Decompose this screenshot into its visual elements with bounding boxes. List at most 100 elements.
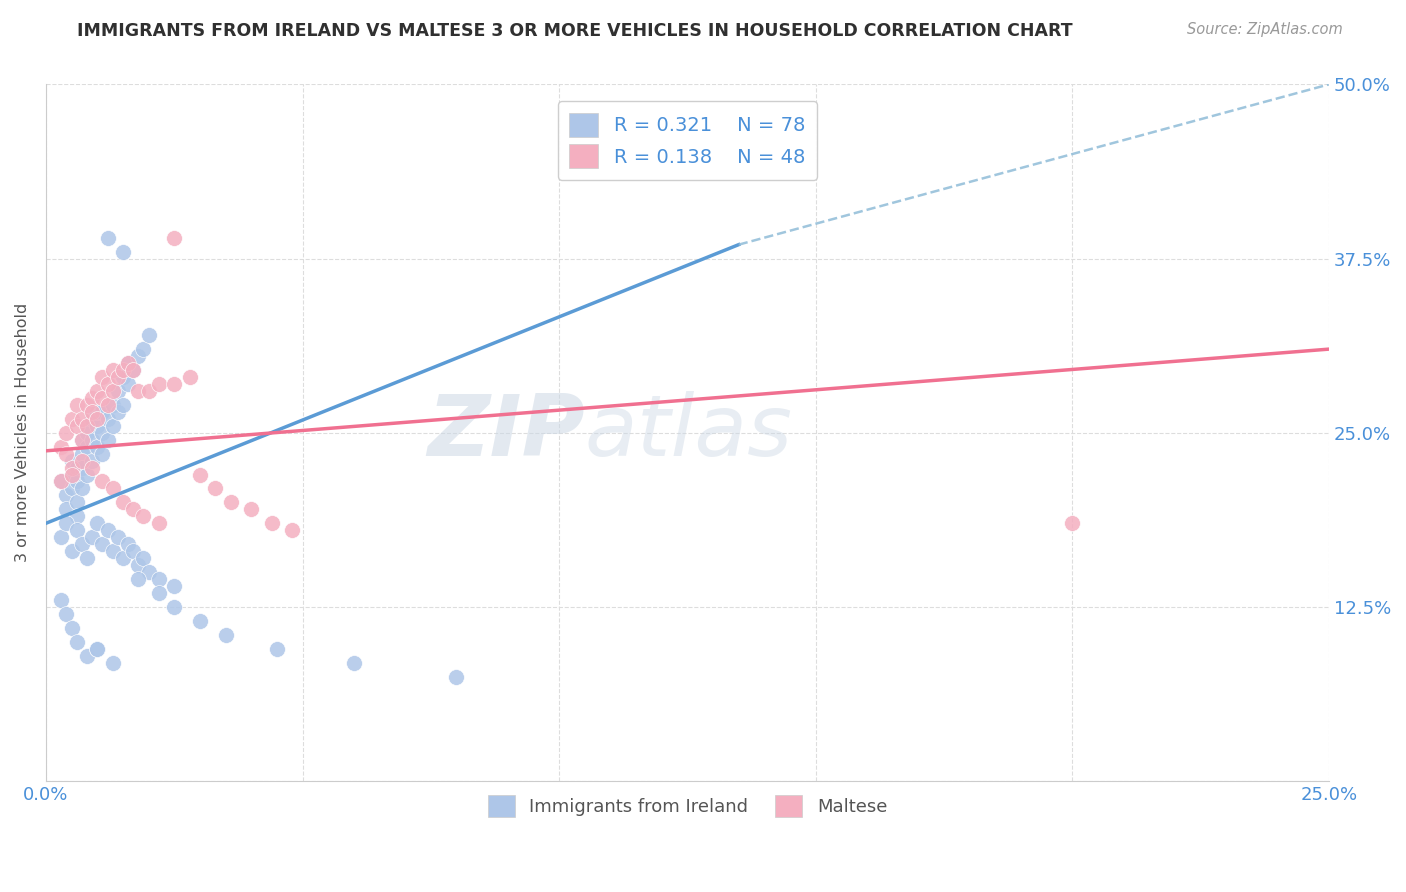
Point <box>117 356 139 370</box>
Point <box>111 495 134 509</box>
Point <box>66 418 89 433</box>
Point <box>91 475 114 489</box>
Point <box>86 418 108 433</box>
Point <box>148 516 170 531</box>
Point <box>60 411 83 425</box>
Point <box>70 460 93 475</box>
Point <box>101 363 124 377</box>
Point <box>66 495 89 509</box>
Point <box>76 648 98 663</box>
Point <box>60 544 83 558</box>
Point <box>122 502 145 516</box>
Point <box>70 433 93 447</box>
Legend: Immigrants from Ireland, Maltese: Immigrants from Ireland, Maltese <box>481 788 894 824</box>
Point <box>96 230 118 244</box>
Point <box>55 607 77 621</box>
Point <box>179 370 201 384</box>
Point <box>111 244 134 259</box>
Point <box>60 482 83 496</box>
Point <box>60 467 83 482</box>
Point <box>86 384 108 398</box>
Point <box>132 509 155 524</box>
Point <box>127 349 149 363</box>
Point <box>91 537 114 551</box>
Point <box>219 495 242 509</box>
Point <box>122 363 145 377</box>
Point <box>446 669 468 683</box>
Point <box>60 460 83 475</box>
Point <box>51 475 73 489</box>
Point <box>101 418 124 433</box>
Point <box>70 411 93 425</box>
Point <box>66 475 89 489</box>
Point <box>55 447 77 461</box>
Point <box>111 551 134 566</box>
Point <box>266 641 288 656</box>
Point <box>101 482 124 496</box>
Point <box>107 384 129 398</box>
Point <box>86 405 108 419</box>
Point <box>132 551 155 566</box>
Point <box>55 488 77 502</box>
Point <box>86 411 108 425</box>
Point <box>76 398 98 412</box>
Point <box>70 447 93 461</box>
Point <box>60 621 83 635</box>
Point <box>204 482 226 496</box>
Point <box>96 398 118 412</box>
Point <box>148 586 170 600</box>
Point <box>101 544 124 558</box>
Point <box>82 453 104 467</box>
Point <box>1062 516 1084 531</box>
Point <box>163 376 186 391</box>
Point <box>51 530 73 544</box>
Point <box>163 599 186 614</box>
Point <box>55 502 77 516</box>
Point <box>76 440 98 454</box>
Point <box>51 440 73 454</box>
Point <box>148 572 170 586</box>
Point <box>101 398 124 412</box>
Point <box>66 509 89 524</box>
Point <box>82 405 104 419</box>
Point <box>111 363 134 377</box>
Point <box>96 411 118 425</box>
Point <box>60 467 83 482</box>
Point <box>66 460 89 475</box>
Point <box>96 376 118 391</box>
Text: ZIP: ZIP <box>427 392 585 475</box>
Text: Source: ZipAtlas.com: Source: ZipAtlas.com <box>1187 22 1343 37</box>
Point <box>91 447 114 461</box>
Point <box>82 460 104 475</box>
Point <box>82 530 104 544</box>
Point <box>163 579 186 593</box>
Point <box>188 467 211 482</box>
Point <box>91 425 114 440</box>
Point <box>107 370 129 384</box>
Point <box>132 342 155 356</box>
Point <box>86 516 108 531</box>
Text: atlas: atlas <box>585 392 793 475</box>
Point <box>76 425 98 440</box>
Point <box>91 391 114 405</box>
Point <box>70 482 93 496</box>
Point <box>91 405 114 419</box>
Point <box>111 398 134 412</box>
Point <box>91 370 114 384</box>
Point <box>122 544 145 558</box>
Point <box>70 453 93 467</box>
Point <box>66 398 89 412</box>
Point <box>82 433 104 447</box>
Point <box>281 523 304 537</box>
Point <box>66 523 89 537</box>
Point <box>117 356 139 370</box>
Y-axis label: 3 or more Vehicles in Household: 3 or more Vehicles in Household <box>15 303 30 562</box>
Point <box>86 641 108 656</box>
Point <box>51 593 73 607</box>
Point <box>343 656 366 670</box>
Point <box>138 565 160 579</box>
Point <box>127 558 149 572</box>
Point <box>60 453 83 467</box>
Point <box>76 467 98 482</box>
Point <box>111 370 134 384</box>
